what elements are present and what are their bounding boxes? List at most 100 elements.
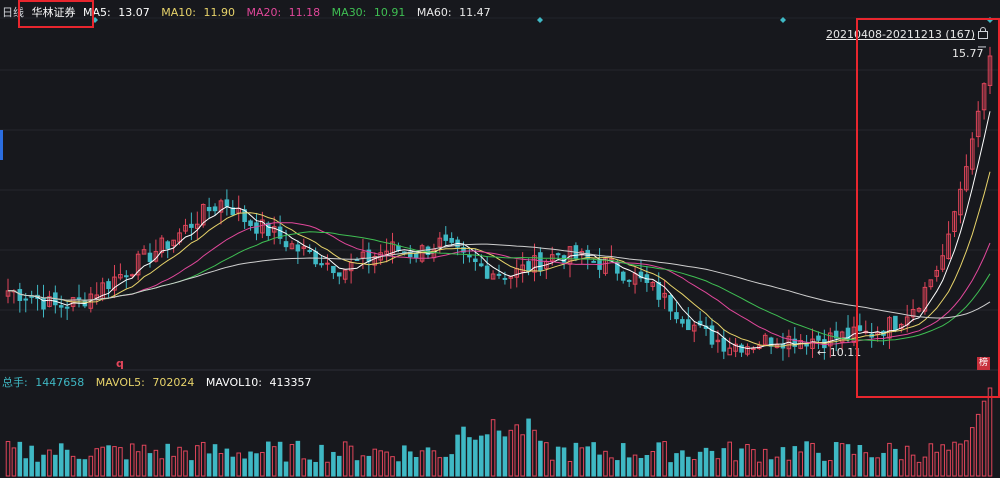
volume-bar xyxy=(762,448,768,477)
volume-bar xyxy=(869,457,874,477)
candle-body xyxy=(739,344,744,353)
candle-body xyxy=(745,346,750,355)
volume-bar xyxy=(898,459,904,477)
candle-body xyxy=(254,222,259,234)
volume-bar xyxy=(224,448,230,477)
volume-bar xyxy=(828,460,833,477)
volume-bar xyxy=(425,447,431,477)
candle-body xyxy=(946,233,951,260)
volume-bar xyxy=(703,447,709,477)
volume-bar xyxy=(118,447,123,477)
candle-body xyxy=(159,237,165,253)
volume-bar xyxy=(354,460,360,477)
volume-bar xyxy=(407,451,413,477)
volume-bar xyxy=(969,427,975,477)
candle-body xyxy=(727,347,732,356)
event-marker-q[interactable]: q xyxy=(116,357,124,370)
high-price-label: 15.77 xyxy=(952,47,984,60)
low-price-value: 10.11 xyxy=(829,346,862,359)
volume-bar xyxy=(721,448,727,477)
event-diamond xyxy=(780,17,786,23)
volume-legend: 总手: 1447658 MAVOL5: 702024 MAVOL10: 4133… xyxy=(2,374,320,390)
candle-body xyxy=(266,222,271,236)
volume-bar xyxy=(70,455,76,477)
volume-bar xyxy=(686,456,691,477)
volume-bar xyxy=(402,445,407,477)
volume-bar xyxy=(792,446,798,477)
volume-bar xyxy=(372,448,378,477)
candle-body xyxy=(419,245,425,262)
candle-body xyxy=(691,324,697,332)
candle-body xyxy=(833,330,839,339)
candle-body xyxy=(532,255,537,273)
volume-bar xyxy=(455,434,460,477)
volume-bar xyxy=(189,460,194,477)
candle-body xyxy=(609,258,614,261)
volume-bar xyxy=(47,449,52,477)
ma10-line xyxy=(8,171,991,347)
candle-body xyxy=(893,315,898,330)
candle-body xyxy=(680,319,685,324)
candle-body xyxy=(620,271,626,281)
volume-bar xyxy=(384,451,389,477)
candle-body xyxy=(987,55,993,86)
volume-bar xyxy=(200,441,206,477)
candle-body xyxy=(58,305,64,308)
mavol5-value: 702024 xyxy=(152,376,195,389)
stock-name[interactable]: 华林证券 xyxy=(31,6,76,19)
volume-bar xyxy=(490,419,496,477)
candle-body xyxy=(396,245,401,252)
volume-bar xyxy=(360,455,366,477)
ma60-legend: MA60: 11.47 xyxy=(417,6,495,19)
candle-body xyxy=(342,269,348,280)
volume-bar xyxy=(64,449,70,477)
volume-bar xyxy=(266,441,271,477)
candle-body xyxy=(467,254,472,258)
volume-bar xyxy=(58,443,64,477)
volume-bar xyxy=(29,445,34,477)
rank-badge[interactable]: 榜 xyxy=(977,357,990,370)
volume-bar xyxy=(774,456,780,477)
candle-body xyxy=(319,263,324,266)
volume-bar xyxy=(520,434,525,477)
volume-bar xyxy=(307,459,312,477)
candle-body xyxy=(934,269,940,277)
candle-body xyxy=(816,335,821,341)
candle-body xyxy=(147,252,153,263)
period-label[interactable]: 日线 xyxy=(2,6,24,19)
volume-bar xyxy=(88,455,94,477)
volume-bar xyxy=(922,456,928,477)
volume-bar xyxy=(597,454,602,477)
candle-body xyxy=(928,279,934,288)
volume-bar xyxy=(567,460,573,477)
lock-icon[interactable] xyxy=(978,27,988,39)
candle-body xyxy=(940,255,945,270)
candle-body xyxy=(283,241,289,248)
candle-body xyxy=(473,258,478,263)
volume-bar xyxy=(419,450,425,477)
range-text[interactable]: 20210408-20211213 (167) xyxy=(825,28,975,41)
left-panel-tab[interactable] xyxy=(0,130,3,160)
date-range-label[interactable]: 20210408-20211213 (167) xyxy=(825,27,988,41)
candle-body xyxy=(828,332,833,347)
volume-bar xyxy=(135,451,141,477)
volume-bar xyxy=(887,442,892,477)
candle-body xyxy=(674,312,679,320)
volume-bar xyxy=(206,453,212,477)
volume-bar xyxy=(573,442,579,477)
ma5-line xyxy=(8,111,991,350)
volume-bar xyxy=(248,451,253,477)
volume-bar xyxy=(727,441,732,477)
volume-bar xyxy=(337,455,342,477)
volume-bar xyxy=(863,452,869,477)
volume-bar xyxy=(124,459,129,477)
volume-bar xyxy=(195,445,200,477)
volume-bar xyxy=(946,449,951,477)
volume-bar xyxy=(603,450,608,477)
candle-body xyxy=(810,338,815,349)
volume-bar xyxy=(461,426,466,477)
volume-bar xyxy=(443,456,449,477)
volume-bar xyxy=(691,459,697,477)
volume-bar xyxy=(129,443,135,477)
